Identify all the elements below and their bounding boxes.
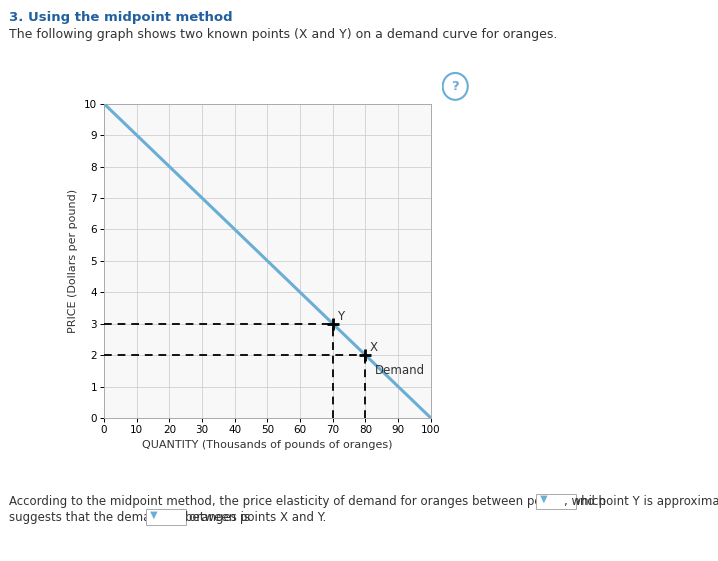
Y-axis label: PRICE (Dollars per pound): PRICE (Dollars per pound) — [68, 189, 78, 333]
Text: X: X — [369, 341, 378, 355]
Text: between points X and Y.: between points X and Y. — [185, 511, 327, 523]
Text: suggests that the demand for oranges is: suggests that the demand for oranges is — [9, 511, 251, 523]
Text: ▼: ▼ — [147, 509, 158, 519]
Text: 3. Using the midpoint method: 3. Using the midpoint method — [9, 11, 233, 24]
Circle shape — [443, 73, 467, 100]
Text: ▼: ▼ — [537, 494, 548, 504]
Text: Demand: Demand — [376, 364, 425, 377]
Text: The following graph shows two known points (X and Y) on a demand curve for orang: The following graph shows two known poin… — [9, 28, 558, 41]
X-axis label: QUANTITY (Thousands of pounds of oranges): QUANTITY (Thousands of pounds of oranges… — [142, 440, 393, 450]
Text: Y: Y — [337, 310, 344, 323]
Text: ?: ? — [452, 80, 459, 94]
Text: , which: , which — [564, 495, 605, 508]
Text: According to the midpoint method, the price elasticity of demand for oranges bet: According to the midpoint method, the pr… — [9, 495, 718, 508]
